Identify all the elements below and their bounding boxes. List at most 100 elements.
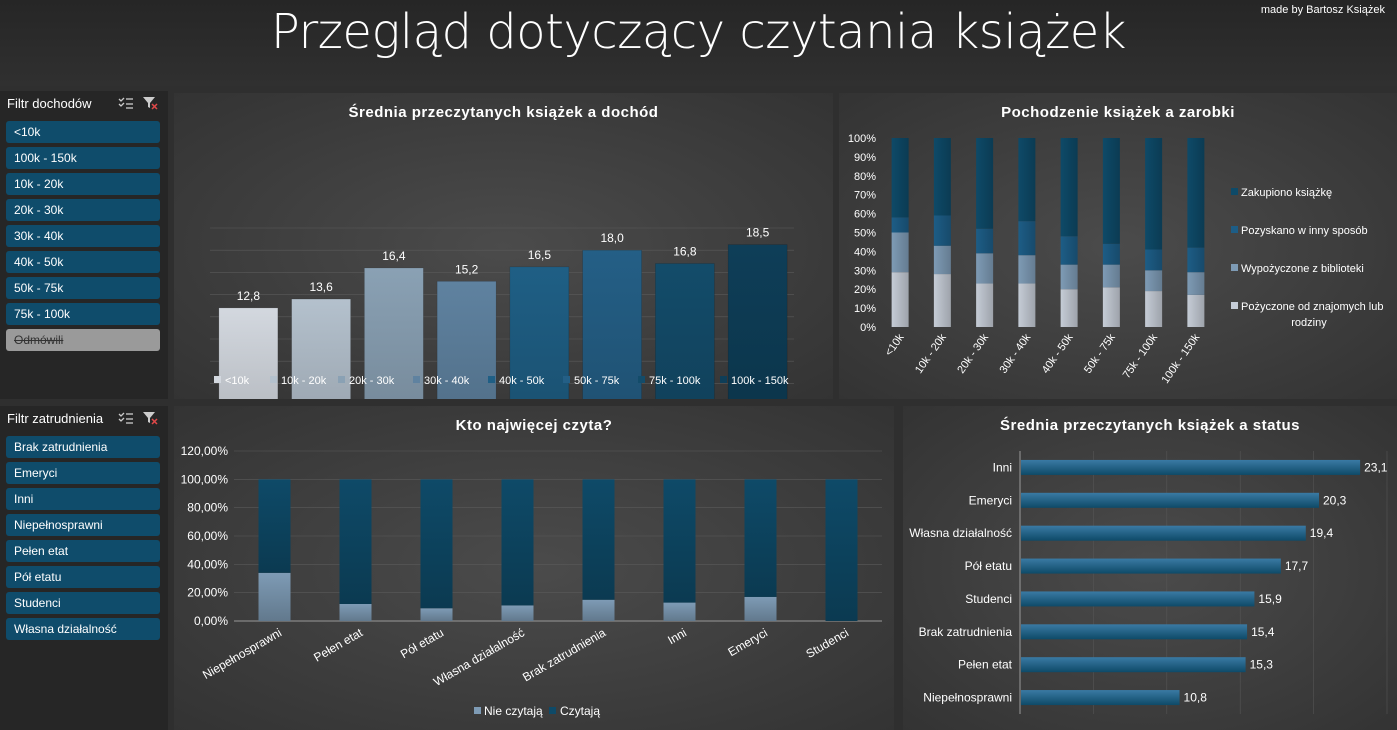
- legend-label: Czytają: [560, 704, 600, 718]
- y-tick-label: 60,00%: [187, 529, 228, 543]
- x-tick-label: 20k - 30k: [955, 331, 991, 375]
- stack-segment: [1060, 138, 1078, 237]
- data-label: 13,6: [309, 280, 333, 294]
- x-tick-label: Inni: [665, 625, 689, 647]
- income-item[interactable]: 75k - 100k: [6, 303, 160, 325]
- bar: [1021, 558, 1281, 574]
- income-item[interactable]: 40k - 50k: [6, 251, 160, 273]
- employment-item[interactable]: Pełen etat: [6, 540, 160, 562]
- chart-title: Pochodzenie książek a zarobki: [1001, 104, 1235, 121]
- stack-segment: [976, 253, 994, 284]
- legend-swatch: [488, 376, 495, 383]
- bar: [218, 307, 279, 399]
- stack-segment: [1145, 249, 1163, 271]
- clear-filter-icon[interactable]: [142, 411, 158, 425]
- legend-swatch: [474, 707, 481, 714]
- y-tick-label: 80,00%: [187, 501, 228, 515]
- legend-label: 75k - 100k: [649, 375, 701, 387]
- header: Przegląd dotyczący czytania książek made…: [0, 0, 1397, 86]
- data-label: 12,8: [237, 289, 261, 303]
- y-tick-label: 20%: [854, 284, 876, 296]
- x-tick-label: 10k - 20k: [913, 331, 949, 375]
- stack-segment: [891, 217, 909, 233]
- stack-segment: [1102, 264, 1120, 288]
- clear-filter-icon[interactable]: [142, 96, 158, 110]
- x-tick-label: Emeryci: [725, 625, 770, 659]
- bar: [1021, 492, 1320, 508]
- legend-label: rodziny: [1291, 317, 1327, 329]
- data-label: 15,2: [455, 262, 479, 276]
- x-tick-label: 30k - 40k: [998, 331, 1034, 375]
- employment-filter-items: Brak zatrudnienia Emeryci Inni Niepełnos…: [6, 436, 160, 644]
- y-tick-label: 0,00%: [194, 614, 228, 628]
- legend-label: Pozyskano w inny sposób: [1241, 225, 1368, 237]
- employment-item[interactable]: Własna działalność: [6, 618, 160, 640]
- bar: [1021, 657, 1246, 673]
- legend-label: <10k: [225, 375, 250, 387]
- employment-item[interactable]: Emeryci: [6, 462, 160, 484]
- stack-segment: [501, 479, 534, 606]
- x-tick-label: 50k - 75k: [1082, 331, 1118, 375]
- stack-segment: [891, 232, 909, 273]
- legend-swatch: [214, 376, 221, 383]
- legend-swatch: [1231, 264, 1238, 271]
- x-tick-label: Brak zatrudnienia: [520, 625, 608, 684]
- x-tick-label: Własna działalność: [431, 625, 527, 688]
- y-tick-label: 0%: [860, 322, 876, 334]
- x-tick-label: Pełen etat: [311, 625, 365, 664]
- who-reads-stacked-chart: 0,00% 20,00% 40,00% 60,00% 80,00% 100,00% 120,…: [181, 444, 882, 718]
- legend-label: Nie czytają: [484, 704, 543, 718]
- legend-label: Wypożyczone z biblioteki: [1241, 263, 1364, 275]
- multi-select-icon[interactable]: [118, 96, 134, 110]
- bar: [1021, 624, 1248, 640]
- bar: [1021, 525, 1306, 541]
- stack-segment: [420, 608, 453, 621]
- employment-item[interactable]: Brak zatrudnienia: [6, 436, 160, 458]
- income-item[interactable]: 10k - 20k: [6, 173, 160, 195]
- legend-label: Pożyczone od znajomych lub: [1241, 301, 1383, 313]
- income-item[interactable]: 100k - 150k: [6, 147, 160, 169]
- legend-swatch: [270, 376, 277, 383]
- data-label: 20,3: [1323, 493, 1347, 507]
- y-tick-label: 30%: [854, 265, 876, 277]
- employment-item[interactable]: Niepełnosprawni: [6, 514, 160, 536]
- employment-item[interactable]: Inni: [6, 488, 160, 510]
- y-tick-label: 80%: [854, 171, 876, 183]
- stack-segment: [933, 138, 951, 216]
- x-tick-label: Pół etatu: [398, 625, 446, 661]
- book-source-stacked-chart: 0% 10% 20% 30% 40% 50% 60% 70% 80% 90% 100% <10k 10k…: [848, 133, 1384, 386]
- y-tick-label: 100,00%: [181, 472, 229, 486]
- employment-filter-slicer: Filtr zatrudnienia Brak zatrudnienia Eme…: [0, 406, 168, 730]
- who-reads-chart-panel: Kto najwięcej czyta? 0,00% 20,00% 40,00% 60…: [174, 406, 894, 730]
- category-label: Własna działalność: [909, 526, 1012, 540]
- chart-title: Kto najwięcej czyta?: [455, 417, 613, 434]
- bar: [509, 266, 570, 399]
- income-avg-chart-panel: Średnia przeczytanych książek a dochód 1…: [174, 93, 833, 399]
- author-credit: made by Bartosz Książek: [1260, 4, 1385, 16]
- bar: [1021, 459, 1361, 475]
- multi-select-icon[interactable]: [118, 411, 134, 425]
- bar: [1021, 690, 1180, 706]
- income-item[interactable]: <10k: [6, 121, 160, 143]
- stack-segment: [976, 228, 994, 254]
- book-source-chart-panel: Pochodzenie książek a zarobki 0% 10% 20% 30…: [839, 93, 1397, 399]
- y-tick-label: 120,00%: [181, 444, 229, 458]
- stack-segment: [1102, 138, 1120, 244]
- x-tick-label: <10k: [883, 331, 907, 358]
- income-item-disabled[interactable]: Odmówili: [6, 329, 160, 351]
- income-item[interactable]: 30k - 40k: [6, 225, 160, 247]
- x-tick-label: 100k - 150k: [1160, 331, 1203, 385]
- data-label: 16,4: [382, 249, 406, 263]
- legend-swatch: [638, 376, 645, 383]
- y-tick-label: 40%: [854, 246, 876, 258]
- income-item[interactable]: 50k - 75k: [6, 277, 160, 299]
- legend-swatch: [549, 707, 556, 714]
- employment-item[interactable]: Studenci: [6, 592, 160, 614]
- data-label: 18,5: [746, 226, 770, 240]
- stack-segment: [420, 479, 453, 609]
- income-item[interactable]: 20k - 30k: [6, 199, 160, 221]
- stack-segment: [825, 479, 858, 621]
- x-tick-label: Niepełnosprawni: [200, 625, 284, 681]
- y-tick-label: 60%: [854, 209, 876, 221]
- employment-item[interactable]: Pół etatu: [6, 566, 160, 588]
